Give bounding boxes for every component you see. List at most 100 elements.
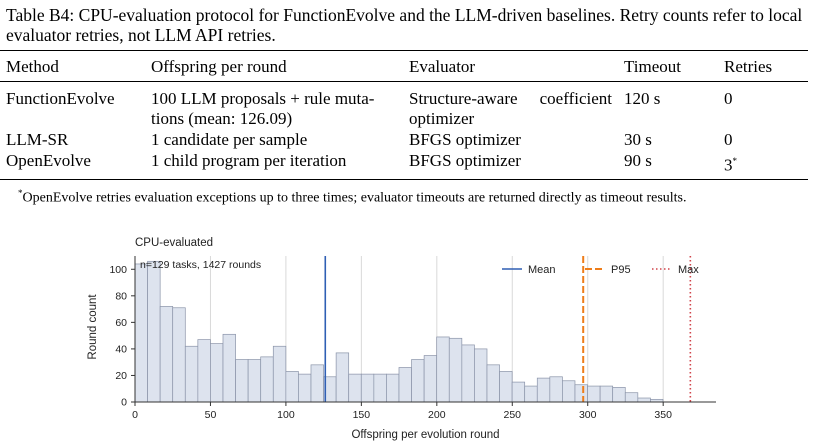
histogram-bar [562, 380, 576, 403]
histogram-bar [272, 345, 287, 403]
cell-offspring: 1 candidate per sample [151, 130, 308, 149]
histogram-bar [398, 367, 412, 403]
y-tick-label: 20 [115, 370, 127, 382]
protocol-table: Method Offspring per round Evaluator Tim… [0, 50, 808, 180]
cell-evaluator-line2: optimizer [409, 109, 475, 128]
x-axis-label: Offspring per evolution round [351, 429, 499, 441]
histogram-bar [587, 385, 601, 403]
cell-offspring: 1 child program per iteration [151, 151, 347, 170]
histogram-bar [612, 387, 626, 403]
histogram-bar [260, 356, 274, 403]
table-row: LLM-SR 1 candidate per sample BFGS optim… [0, 129, 808, 150]
histogram-bars [134, 260, 664, 403]
cell-evaluator: BFGS optimizer [409, 130, 521, 149]
histogram-bar [499, 371, 513, 403]
x-tick-label: 200 [428, 409, 446, 421]
header-offspring: Offspring per round [151, 57, 287, 76]
header-evaluator: Evaluator [409, 57, 476, 76]
cell-evaluator-word-a: Structure-aware [409, 89, 518, 108]
x-tick-label: 300 [579, 409, 597, 421]
histogram-bar [436, 336, 450, 403]
histogram-bar [172, 307, 186, 403]
cell-method: LLM-SR [6, 130, 69, 149]
footnote-text: OpenEvolve retries evaluation exceptions… [22, 190, 687, 206]
cell-evaluator: BFGS optimizer [409, 151, 521, 170]
histogram-bar [197, 339, 211, 403]
x-tick-label: 150 [353, 409, 371, 421]
cell-timeout: 90 s [624, 151, 652, 170]
histogram-bar [486, 364, 500, 403]
cell-retries: 0 [724, 130, 733, 149]
reference-lines [324, 256, 692, 402]
x-tick-label: 350 [654, 409, 672, 421]
histogram-bar [360, 373, 375, 403]
histogram-bar [310, 364, 324, 403]
y-axis-label: Round count [87, 294, 99, 360]
y-tick-label: 80 [115, 290, 127, 302]
histogram-bar [524, 385, 538, 403]
footnote-mark: * [18, 188, 23, 198]
legend-label-p95: P95 [611, 264, 631, 276]
axes: 0 50 100 150 200 250 300 350 0 20 40 60 80 100 [109, 256, 716, 421]
histogram-bar [298, 373, 312, 403]
cell-evaluator-line1: Structure-aware coefficient [409, 89, 612, 109]
table-header-row: Method Offspring per round Evaluator Tim… [0, 50, 808, 82]
retries-value: 3 [724, 155, 733, 175]
cell-timeout: 120 s [624, 89, 661, 108]
legend: Mean P95 Max [502, 264, 699, 276]
cell-evaluator: Structure-aware coefficient optimizer [403, 82, 618, 130]
cell-retries: 0 [724, 89, 733, 108]
cell-offspring-line1: 100 LLM proposals + rule muta- [151, 89, 375, 108]
histogram-bar [411, 359, 425, 403]
histogram-bar [637, 397, 651, 403]
histogram-figure: 0 50 100 150 200 250 300 350 0 20 40 60 80 100 Mean P9… [87, 237, 716, 441]
histogram-bar [549, 376, 563, 403]
cell-offspring: 100 LLM proposals + rule muta- tions (me… [145, 82, 403, 130]
histogram-bar [247, 359, 262, 403]
cell-method: FunctionEvolve [6, 89, 115, 108]
y-tick-label: 0 [121, 397, 127, 409]
chart-title: CPU-evaluated [135, 237, 213, 249]
table-footnote: *OpenEvolve retries evaluation exception… [18, 188, 687, 207]
x-tick-label: 250 [504, 409, 522, 421]
histogram-bar [536, 377, 551, 403]
histogram-bar [210, 343, 224, 403]
histogram-bar [373, 373, 387, 403]
histogram-bar [159, 306, 174, 403]
table-row: OpenEvolve 1 child program per iteration… [0, 150, 808, 180]
header-method: Method [6, 57, 59, 76]
header-retries: Retries [724, 57, 773, 76]
cell-timeout: 30 s [624, 130, 652, 149]
table-row: FunctionEvolve 100 LLM proposals + rule … [0, 82, 808, 130]
x-tick-label: 100 [277, 409, 295, 421]
histogram-bar [423, 355, 438, 403]
histogram-bar [184, 345, 199, 403]
y-tick-label: 60 [115, 317, 127, 329]
x-tick-label: 50 [205, 409, 217, 421]
histogram-bar [386, 373, 400, 403]
cell-offspring-line2: tions (mean: 126.09) [151, 109, 293, 128]
chart-annotation: n=129 tasks, 1427 rounds [140, 259, 261, 271]
histogram-bar [348, 373, 362, 403]
histogram-bar [574, 384, 588, 403]
histogram-bar [461, 344, 475, 403]
histogram-bar [285, 371, 299, 403]
header-timeout: Timeout [624, 57, 682, 76]
cell-method: OpenEvolve [6, 151, 91, 170]
cell-evaluator-word-b: coefficient [539, 89, 612, 108]
histogram-bar [448, 337, 463, 403]
histogram-bar [235, 359, 249, 403]
y-tick-label: 100 [109, 264, 127, 276]
footnote-marker: * [732, 156, 738, 166]
histogram-bar [147, 260, 161, 403]
x-tick-label: 0 [132, 409, 138, 421]
histogram-bar [599, 385, 614, 403]
histogram-bar [624, 392, 639, 403]
histogram-bar [335, 352, 350, 403]
y-tick-label: 40 [115, 343, 127, 355]
histogram-bar [222, 333, 236, 403]
legend-label-mean: Mean [528, 264, 556, 276]
histogram-bar [474, 348, 488, 403]
histogram-bar [134, 263, 148, 403]
cell-retries: 3* [718, 150, 808, 179]
